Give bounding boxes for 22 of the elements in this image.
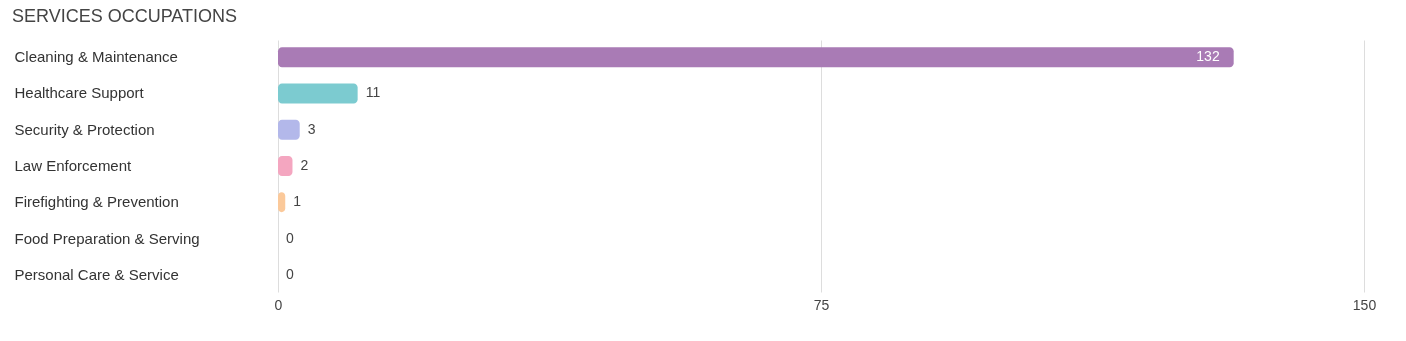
- y-tick-label: Food Preparation & Serving: [14, 229, 200, 247]
- x-tick-label: 150: [1352, 296, 1377, 313]
- y-tick-label: Security & Protection: [14, 120, 155, 138]
- y-tick-label: Personal Care & Service: [14, 265, 179, 283]
- data-label: 3: [307, 120, 316, 137]
- data-label: 132: [1196, 48, 1220, 65]
- x-tick-label: 0: [274, 296, 283, 313]
- y-tick-label: Healthcare Support: [14, 84, 145, 102]
- y-tick-label: Law Enforcement: [14, 157, 133, 174]
- bar: [278, 83, 358, 104]
- bar: [278, 47, 1234, 68]
- data-label: 11: [365, 84, 381, 101]
- bar: [278, 156, 293, 176]
- data-label: 1: [293, 193, 302, 210]
- data-label: 0: [286, 229, 294, 246]
- data-label: 0: [286, 265, 294, 282]
- text: SERVICES OCCUPATIONS: [12, 6, 238, 26]
- y-tick-label: Cleaning & Maintenance: [14, 48, 178, 66]
- x-tick-label: 75: [813, 296, 830, 313]
- data-label: 2: [300, 157, 309, 173]
- bar: [278, 119, 300, 140]
- y-tick-label: Firefighting & Prevention: [14, 193, 179, 211]
